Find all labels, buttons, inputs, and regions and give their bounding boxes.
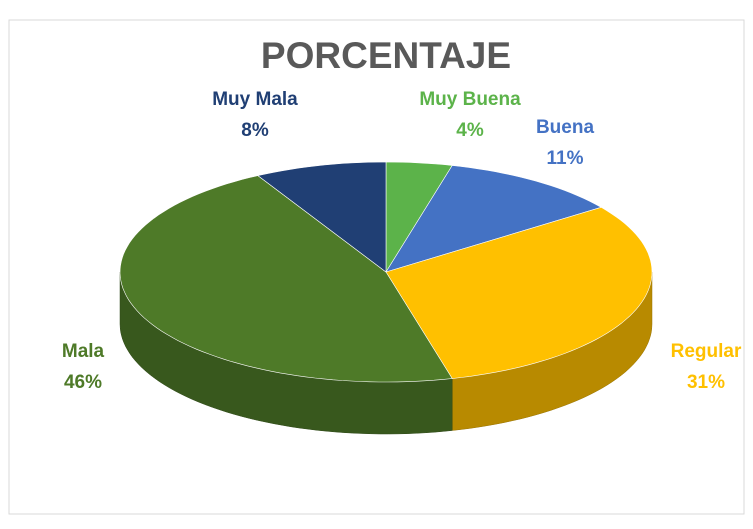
slice [385, 165, 602, 273]
slice-label: Buena [536, 117, 595, 138]
slice-label: Muy Mala [212, 89, 298, 110]
slice-label: Regular [671, 341, 742, 362]
slice-value: 4% [456, 120, 484, 141]
slice-value: 31% [687, 372, 725, 393]
slice-value: 46% [64, 372, 102, 393]
slice [257, 161, 387, 273]
slice [385, 206, 653, 379]
slice-label: Muy Buena [419, 89, 521, 110]
slice [119, 175, 453, 383]
slice [385, 161, 453, 274]
chart-title: PORCENTAJE [261, 35, 511, 76]
slice-label: Mala [62, 341, 105, 362]
slice-value: 11% [547, 148, 584, 169]
slice-value: 8% [241, 120, 269, 141]
